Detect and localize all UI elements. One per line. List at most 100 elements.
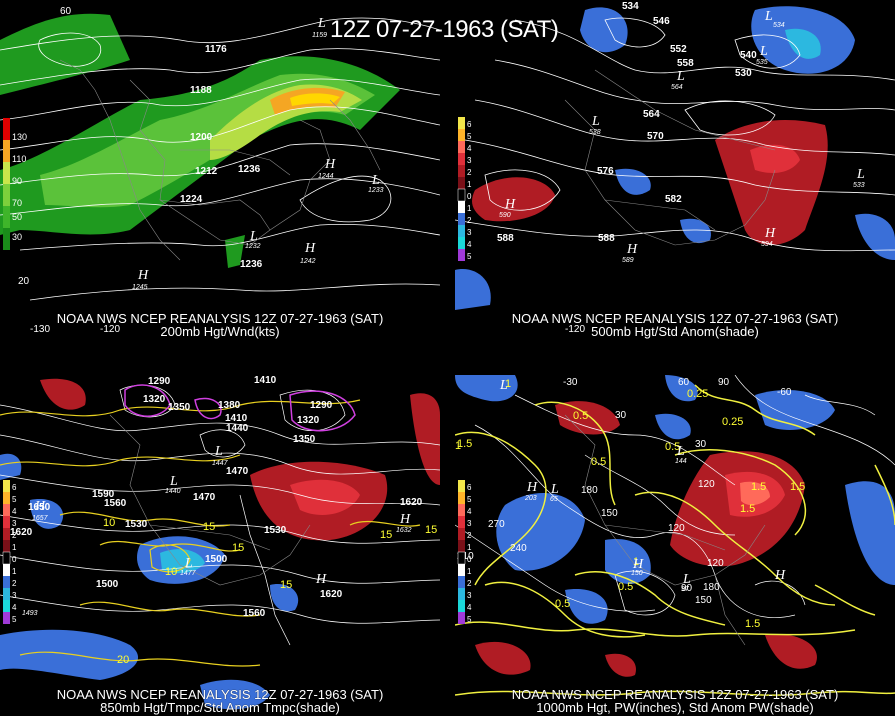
legend-value: 1 <box>467 180 472 189</box>
contour-label: 120 <box>668 523 685 534</box>
panel-subtitle: 200mb Hgt/Wnd(kts) <box>160 324 280 339</box>
contour-label: 1620 <box>400 497 423 508</box>
pw-contour-label: 1 <box>505 378 511 390</box>
panel-header: NOAA NWS NCEP REANALYSIS 12Z 07-27-1963 … <box>56 687 384 702</box>
contour-label: 1380 <box>218 400 241 411</box>
contour-label: 120 <box>698 479 715 490</box>
legend-value: 3 <box>467 519 472 528</box>
legend-value: 5 <box>12 495 17 504</box>
pw-contour-label: 0.5 <box>573 410 588 422</box>
center-value: 1245 <box>132 284 148 291</box>
contour-label: 1188 <box>190 85 212 96</box>
high-center-symbol: H <box>764 226 776 241</box>
legend-value: 4 <box>12 507 17 516</box>
pw-contour-label: 0.5 <box>591 456 606 468</box>
low-center-symbol: L <box>591 114 600 129</box>
lon-label-130: -130 <box>30 324 50 335</box>
panel-subtitle: 850mb Hgt/Tmpc/Std Anom Tmpc(shade) <box>100 700 340 715</box>
legend-value: 6 <box>467 120 472 129</box>
legend-value: 5 <box>12 615 17 624</box>
low-center-symbol: L <box>676 444 685 459</box>
contour-label: 1470 <box>226 466 249 477</box>
contour-label: 1620 <box>320 589 343 600</box>
panel-header: NOAA NWS NCEP REANALYSIS 12Z 07-27-1963 … <box>56 311 384 326</box>
legend-value: 4 <box>12 603 17 612</box>
contour-label: 588 <box>598 233 615 244</box>
high-center-symbol: H <box>399 512 411 527</box>
contour-label: 570 <box>647 131 664 142</box>
contour-label: 1290 <box>310 400 333 411</box>
panel-subtitle: 1000mb Hgt, PW(inches), Std Anom PW(shad… <box>536 700 814 715</box>
legend-value: 2 <box>467 579 472 588</box>
contour-label: 1236 <box>240 259 263 270</box>
temp-contour-label: 15 <box>280 579 292 591</box>
pw-contour-label: 0.5 <box>555 598 570 610</box>
contour-label: 1410 <box>254 375 277 386</box>
high-center-symbol: H <box>137 268 149 283</box>
std-anomaly-legend: 6 5 4 3 2 1 0 1 2 3 4 5 <box>457 480 472 624</box>
contour-label: 1350 <box>168 402 191 413</box>
low-center-symbol: L <box>856 167 865 182</box>
contour-label: 1500 <box>205 554 228 565</box>
contour-label: 1320 <box>297 415 320 426</box>
center-value: 538 <box>589 129 601 136</box>
main-title: 12Z 07-27-1963 (SAT) <box>330 16 559 43</box>
lon-label-120: -120 <box>100 324 120 335</box>
legend-value: 2 <box>467 531 472 540</box>
legend-value: 5 <box>467 495 472 504</box>
center-value: 203 <box>524 495 537 502</box>
contour-label: 546 <box>653 16 670 27</box>
contour-label: 1620 <box>10 527 33 538</box>
panel-500mb: -120 534 546 552 558 540 530 564 570 576… <box>455 0 895 340</box>
contour-label: 1500 <box>96 579 119 590</box>
contour-label: -60 <box>777 387 792 398</box>
legend-value: 5 <box>467 132 472 141</box>
center-value: 534 <box>773 22 785 29</box>
center-value: 1233 <box>368 187 384 194</box>
low-center-symbol: L <box>317 16 326 31</box>
low-center-symbol: L <box>249 229 258 244</box>
map-200mb: 60 20 -130 -120 1176 1188 1200 1212 1224… <box>0 6 440 335</box>
contour-label: 1560 <box>104 498 127 509</box>
panel-850mb: 1290 1320 1350 1380 1410 1440 1410 1290 … <box>0 375 440 716</box>
contour-label: 120 <box>707 558 724 569</box>
low-center-symbol: L <box>499 378 508 393</box>
temp-contour-label: 10 <box>165 566 177 578</box>
contour-label: 1530 <box>264 525 287 536</box>
legend-value: 90 <box>12 176 22 186</box>
contour-label: 1320 <box>143 394 166 405</box>
map-850mb: 1290 1320 1350 1380 1410 1440 1410 1290 … <box>0 375 440 710</box>
contour-label: 558 <box>677 58 694 69</box>
temp-contour-label: 20 <box>117 654 129 666</box>
contour-label: 534 <box>622 1 639 12</box>
panel-200mb: 60 20 -130 -120 1176 1188 1200 1212 1224… <box>0 0 440 340</box>
center-value: 144 <box>675 458 687 465</box>
contour-label: 30 <box>695 439 707 450</box>
legend-value: 70 <box>12 198 22 208</box>
contour-label: 1440 <box>226 423 249 434</box>
center-value: 65 <box>550 496 558 503</box>
high-center-symbol: H <box>304 241 316 256</box>
legend-value: 0 <box>467 192 472 201</box>
contour-label: 1560 <box>243 608 266 619</box>
legend-value: 30 <box>12 232 22 242</box>
contour-label: 240 <box>510 543 527 554</box>
low-center-symbol: L <box>169 474 178 489</box>
legend-value: 5 <box>467 252 472 261</box>
contour-label: 90 <box>681 583 693 594</box>
panel-1000mb-pw: -30 60 90 -60 30 30 120 150 180 120 180 … <box>455 375 895 716</box>
center-value: 1159 <box>312 32 327 39</box>
high-center-symbol: H <box>324 157 336 172</box>
pw-contour-label: 1.5 <box>745 618 760 630</box>
low-center-symbol: L <box>184 556 193 571</box>
legend-value: 2 <box>467 216 472 225</box>
lat-label-60: 60 <box>60 6 72 17</box>
contour-label: 180 <box>581 485 598 496</box>
contour-label: 1470 <box>193 492 216 503</box>
center-value: 1657 <box>32 515 49 522</box>
contour-label: 210 <box>457 551 474 562</box>
center-value: 1242 <box>300 258 316 265</box>
pw-contour-label: 1.5 <box>751 481 766 493</box>
legend-value: 2 <box>12 531 17 540</box>
contour-label: 90 <box>718 377 730 388</box>
